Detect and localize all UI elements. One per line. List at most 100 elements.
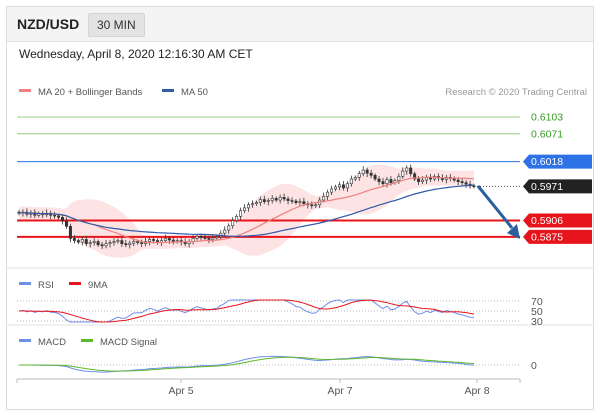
candle-body: [80, 239, 84, 243]
candle-body: [330, 188, 334, 193]
candle-body: [64, 220, 68, 227]
candle-body: [460, 181, 464, 183]
bollinger-band-area: [19, 164, 474, 258]
candle-body: [262, 199, 266, 202]
candle-body: [207, 238, 211, 240]
x-tick-label-Apr 8: Apr 8: [464, 385, 489, 397]
candle-body: [72, 238, 76, 241]
candle-body: [88, 242, 92, 244]
candle-body: [258, 199, 262, 203]
candle-body: [421, 179, 425, 182]
level-label-0.6103: 0.6103: [531, 111, 563, 123]
candle-body: [104, 243, 108, 247]
candle-body: [246, 204, 250, 209]
credit-text: Research © 2020 Trading Central: [445, 87, 587, 98]
ma50-line: [18, 184, 475, 237]
candle-body: [92, 241, 96, 243]
candle-body: [231, 220, 235, 227]
level-label-0.5906: 0.5906: [531, 215, 563, 227]
candle-body: [278, 197, 282, 201]
candle-body: [254, 202, 258, 205]
candle-body: [464, 182, 468, 185]
candle-body: [112, 241, 116, 243]
candle-body: [274, 198, 278, 201]
moving-averages: [18, 176, 475, 244]
forecast-arrow: [476, 185, 514, 229]
candle-body: [84, 239, 88, 244]
candle-body: [76, 240, 80, 243]
candle-body: [326, 191, 330, 197]
candle-body: [385, 179, 389, 185]
candle-body: [298, 201, 302, 203]
macd-line: [18, 355, 475, 373]
candle-body: [163, 238, 167, 241]
candle-body: [266, 200, 270, 202]
candle-body: [203, 237, 207, 239]
candle-body: [365, 169, 369, 174]
candle-body: [167, 238, 171, 241]
candle-body: [282, 197, 286, 200]
x-tick-label-Apr 7: Apr 7: [327, 385, 352, 397]
candle-body: [270, 198, 274, 201]
candle-body: [250, 203, 254, 206]
candle-body: [377, 178, 381, 182]
legend-macd-signal-label: MACD Signal: [100, 337, 157, 348]
candle-body: [152, 239, 156, 241]
candle-body: [211, 237, 215, 240]
x-axis: Apr 5 Apr 7 Apr 8: [16, 379, 521, 397]
x-tick-label-Apr 5: Apr 5: [168, 385, 193, 397]
candle-body: [472, 185, 476, 187]
candle-body: [369, 172, 373, 176]
legend-macd-signal-swatch: [81, 339, 93, 342]
candle-body: [61, 217, 65, 222]
candle-body: [227, 225, 231, 231]
candle-body: [132, 241, 136, 244]
candle-body: [195, 236, 199, 239]
candle-body: [290, 200, 294, 202]
chart-header: NZD/USD 30 MIN: [7, 7, 593, 42]
candle-body: [409, 167, 413, 175]
level-label-box-0.6018: [523, 154, 592, 169]
candle-body: [286, 198, 290, 201]
candle-body: [199, 236, 203, 238]
level-label-0.5971: 0.5971: [531, 181, 563, 193]
macd-signal-line: [19, 356, 475, 372]
candle-body: [243, 207, 247, 211]
candle-body: [120, 240, 124, 244]
candle-body: [223, 229, 227, 234]
candle-body: [128, 242, 132, 246]
legend-9ma-swatch: [69, 282, 81, 285]
rsi-level-label-70: 70: [531, 296, 543, 308]
candle-body: [116, 240, 120, 242]
forecast-arrow-head: [507, 224, 520, 239]
candle-body: [239, 210, 243, 217]
candle-body: [353, 177, 357, 180]
rsi-level-label-30: 30: [531, 316, 543, 328]
candle-body: [140, 242, 144, 244]
candle-body: [401, 170, 405, 177]
rsi-ma-line: [18, 299, 475, 323]
candle-body: [235, 216, 239, 221]
candle-body: [100, 244, 104, 247]
candle-body: [357, 173, 361, 178]
candle-body: [341, 184, 345, 189]
candle-body: [171, 239, 175, 242]
candle-body: [310, 204, 314, 207]
candle-body: [381, 181, 385, 185]
level-label-0.6071: 0.6071: [531, 128, 563, 140]
bollinger-bands: [19, 164, 474, 258]
legend-ma20-label: MA 20 + Bollinger Bands: [38, 87, 143, 98]
level-label-box-0.5875: [523, 229, 592, 244]
legend-rsi-swatch: [19, 282, 31, 285]
level-label-box-0.5971: [523, 179, 592, 194]
legend-9ma-label: 9MA: [88, 280, 108, 291]
macd-level-label-0: 0: [531, 360, 537, 372]
legend-rsi-label: RSI: [38, 280, 54, 291]
candle-body: [345, 183, 349, 189]
currency-pair-title: NZD/USD: [17, 16, 80, 32]
candle-body: [413, 173, 417, 180]
timeframe-button[interactable]: 30 MIN: [88, 13, 145, 37]
level-labels: 0.6103 0.6071 0.6018 0.5971 0.5906 0.5875: [523, 111, 592, 244]
